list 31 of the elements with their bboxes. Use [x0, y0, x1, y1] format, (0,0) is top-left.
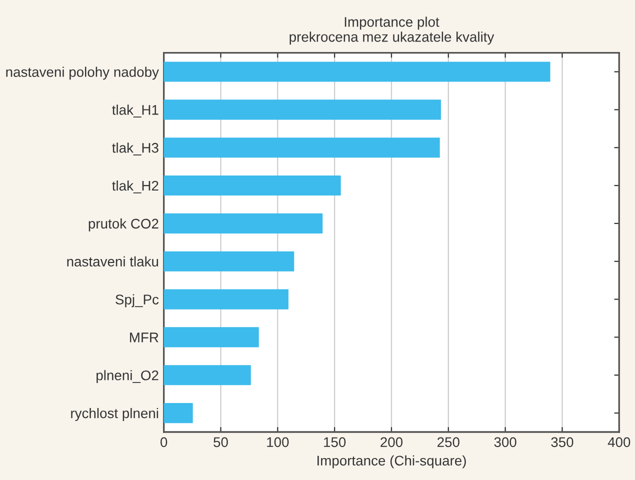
- x-tick-label: 0: [160, 437, 168, 448]
- chart-title: Importance plot prekrocena mez ukazatele kvality: [290, 16, 494, 45]
- y-tick-label: tlak_H1: [112, 104, 158, 118]
- bar: [164, 175, 341, 196]
- y-tick-label: plneni_O2: [96, 370, 158, 384]
- y-tick-label: tlak_H3: [112, 142, 158, 156]
- bar: [164, 100, 441, 120]
- bar: [164, 138, 440, 158]
- y-tick-label: rychlost plneni: [71, 408, 158, 421]
- y-tick-label: nastaveni tlaku: [67, 256, 158, 267]
- bar: [164, 62, 550, 82]
- x-tick-label: 100: [267, 437, 289, 448]
- x-tick-label: 150: [324, 437, 346, 448]
- bar: [164, 289, 288, 310]
- bar: [164, 327, 259, 348]
- x-tick-label: 50: [214, 437, 228, 448]
- y-tick-label: prutok CO2: [88, 218, 158, 232]
- y-tick-label: MFR: [130, 332, 158, 342]
- bar: [164, 403, 193, 424]
- bar: [164, 213, 323, 234]
- y-tick-label: tlak_H2: [112, 180, 158, 194]
- x-tick-label: 300: [494, 437, 516, 448]
- x-tick-label: 350: [551, 437, 574, 448]
- x-axis-title: Importance (Chi-square): [318, 455, 466, 468]
- x-tick-label: 250: [438, 437, 460, 448]
- x-tick-label: 400: [608, 437, 630, 448]
- x-tick-label: 200: [380, 437, 403, 448]
- y-tick-label: Spj_Pc: [116, 294, 159, 308]
- bar: [164, 365, 251, 386]
- bar: [164, 251, 294, 272]
- y-tick-label: nastaveni polohy nadoby: [6, 66, 159, 80]
